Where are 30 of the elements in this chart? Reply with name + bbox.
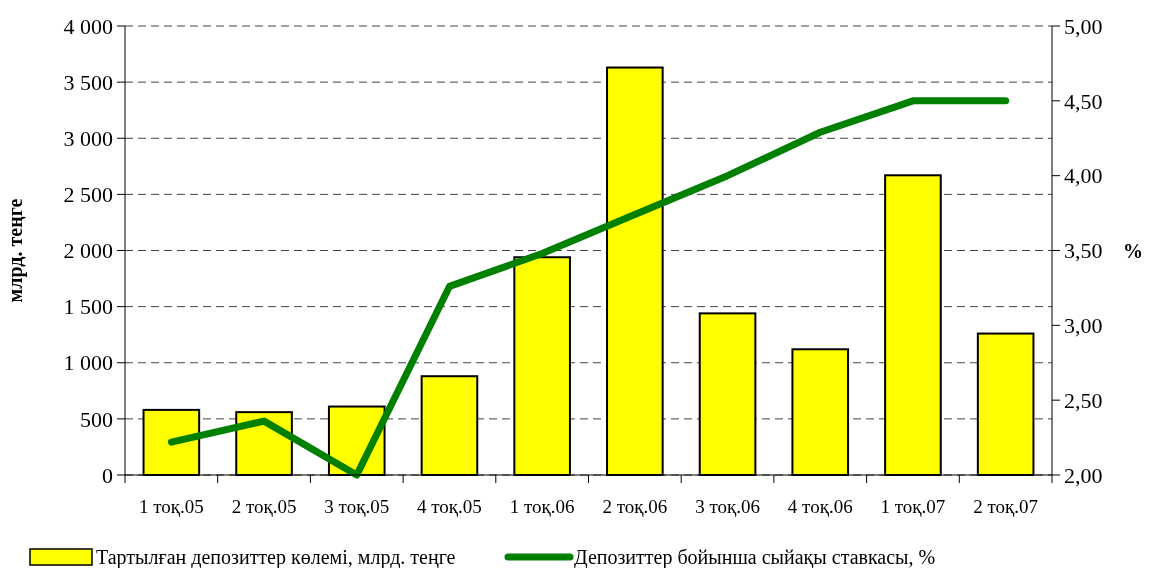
y-tick-label: 4 000 xyxy=(63,13,113,39)
x-tick-label: 4 тоқ.05 xyxy=(417,496,482,517)
y2-tick-label: 2,50 xyxy=(1064,387,1103,413)
y2-tick-label: 3,50 xyxy=(1064,238,1103,264)
y2-tick-label: 4,50 xyxy=(1064,88,1103,114)
y-tick-label: 0 xyxy=(102,462,113,488)
legend-label: Депозиттер бойынша сыйақы ставкасы, % xyxy=(574,546,936,569)
x-tick-label: 2 тоқ.07 xyxy=(973,496,1039,517)
x-tick-label: 1 тоқ.05 xyxy=(138,496,204,517)
x-tick-label: 1 тоқ.07 xyxy=(880,496,946,517)
y-tick-label: 1 500 xyxy=(63,294,113,320)
x-tick-label: 2 тоқ.06 xyxy=(602,496,668,517)
legend-label: Тартылған депозиттер көлемі, млрд. теңге xyxy=(96,546,456,569)
x-tick-label: 1 тоқ.06 xyxy=(509,496,575,517)
y-tick-label: 3 000 xyxy=(63,125,113,151)
y-tick-label: 3 500 xyxy=(63,69,113,95)
y-tick-label: 2 500 xyxy=(63,182,113,208)
x-tick-label: 3 тоқ.05 xyxy=(324,496,390,517)
y-tick-label: 2 000 xyxy=(63,238,113,264)
y2-tick-label: 3,00 xyxy=(1064,313,1103,339)
y2-tick-label: 5,00 xyxy=(1064,13,1103,39)
x-tick-label: 2 тоқ.05 xyxy=(231,496,297,517)
y-tick-label: 500 xyxy=(80,406,113,432)
x-tick-label: 4 тоқ.06 xyxy=(787,496,853,517)
y2-axis-title: % xyxy=(1123,239,1143,262)
y2-tick-label: 4,00 xyxy=(1064,163,1103,189)
x-tick-label: 3 тоқ.06 xyxy=(695,496,760,517)
y-tick-label: 1 000 xyxy=(63,350,113,376)
y-axis-title: млрд. теңге xyxy=(4,198,27,303)
y2-tick-label: 2,00 xyxy=(1064,462,1103,488)
